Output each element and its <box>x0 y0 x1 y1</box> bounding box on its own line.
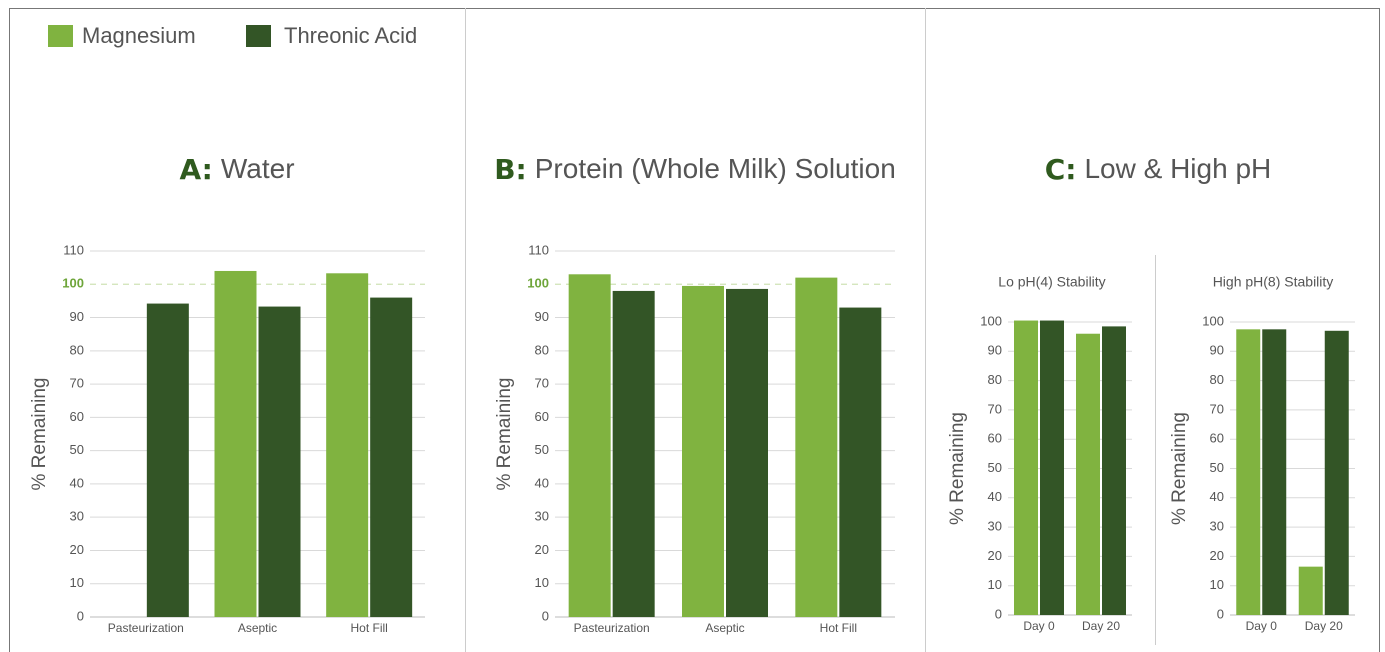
bar <box>1324 330 1349 615</box>
y-tick-label: 60 <box>70 409 84 424</box>
y-tick-label: 100 <box>980 313 1002 328</box>
bar <box>258 306 301 617</box>
x-tick-label: Day 0 <box>1246 619 1278 633</box>
y-tick-label: 70 <box>70 376 84 391</box>
y-tick-label: 40 <box>70 475 84 490</box>
bar <box>214 270 257 617</box>
title-name: Water <box>221 153 295 184</box>
x-tick-label: Pasteurization <box>574 621 650 635</box>
title-letter: B: <box>494 153 527 186</box>
bar <box>370 297 413 617</box>
bar <box>1102 326 1126 615</box>
bar <box>1014 320 1038 615</box>
y-tick-label: 80 <box>535 342 549 357</box>
y-tick-label: 50 <box>70 442 84 457</box>
bar <box>146 303 189 617</box>
x-tick-label: Aseptic <box>705 621 744 635</box>
x-tick-label: Aseptic <box>238 621 277 635</box>
y-tick-label: 0 <box>1217 606 1224 621</box>
bar <box>1236 329 1261 615</box>
title-letter: A: <box>179 153 212 186</box>
y-tick-label: 80 <box>988 372 1002 387</box>
y-tick-label: 0 <box>77 608 84 623</box>
x-tick-label: Day 0 <box>1023 619 1055 633</box>
y-tick-label: 80 <box>70 342 84 357</box>
y-tick-label: 40 <box>1210 489 1224 504</box>
y-tick-label: 80 <box>1210 372 1224 387</box>
y-tick-label: 90 <box>535 309 549 324</box>
title-name: Protein (Whole Milk) Solution <box>535 153 896 184</box>
y-tick-label: 60 <box>988 431 1002 446</box>
y-tick-label: 90 <box>70 309 84 324</box>
y-tick-label: 40 <box>535 475 549 490</box>
y-tick-label: 50 <box>988 460 1002 475</box>
y-tick-label: 30 <box>1210 519 1224 534</box>
y-tick-label: 110 <box>63 242 84 257</box>
panel-title: C: Low & High pH <box>1045 153 1272 186</box>
bar <box>726 288 768 617</box>
legend-swatch <box>246 25 271 47</box>
y-tick-label: 20 <box>535 542 549 557</box>
y-tick-label: 20 <box>988 548 1002 563</box>
bar <box>1076 333 1100 615</box>
bar <box>568 274 611 617</box>
y-tick-label: 90 <box>1210 343 1224 358</box>
y-tick-label: 70 <box>1210 401 1224 416</box>
y-tick-label: 60 <box>535 409 549 424</box>
frame <box>9 8 1380 652</box>
bar <box>682 285 724 617</box>
y-axis-title: % Remaining <box>29 378 50 491</box>
y-tick-label: 100 <box>62 276 84 291</box>
chart-title: A: Water <box>179 153 294 186</box>
bar <box>1262 329 1287 615</box>
y-axis-title: % Remaining <box>494 378 515 491</box>
chart-title: Lo pH(4) Stability <box>998 274 1105 290</box>
y-tick-label: 100 <box>1202 313 1224 328</box>
y-tick-label: 0 <box>542 608 549 623</box>
x-tick-label: Day 20 <box>1305 619 1343 633</box>
y-tick-label: 10 <box>70 575 84 590</box>
y-tick-label: 70 <box>988 401 1002 416</box>
y-axis-title: % Remaining <box>1169 412 1190 525</box>
bar <box>326 273 369 617</box>
y-tick-label: 100 <box>527 276 549 291</box>
y-tick-label: 0 <box>995 606 1002 621</box>
y-tick-label: 20 <box>70 542 84 557</box>
y-tick-label: 30 <box>988 519 1002 534</box>
panel-name: Low & High pH <box>1084 153 1271 184</box>
x-tick-label: Pasteurization <box>108 621 184 635</box>
y-tick-label: 10 <box>1210 577 1224 592</box>
chart-title: B: Protein (Whole Milk) Solution <box>494 153 896 186</box>
y-tick-label: 90 <box>988 343 1002 358</box>
bar <box>612 290 655 617</box>
y-tick-label: 110 <box>528 242 549 257</box>
bar <box>795 277 838 617</box>
bar <box>1298 566 1323 615</box>
y-tick-label: 60 <box>1210 431 1224 446</box>
x-tick-label: Hot Fill <box>350 621 387 635</box>
y-tick-label: 50 <box>535 442 549 457</box>
y-tick-label: 20 <box>1210 548 1224 563</box>
panel-letter: C: <box>1045 153 1077 186</box>
y-tick-label: 10 <box>535 575 549 590</box>
y-tick-label: 30 <box>70 509 84 524</box>
y-tick-label: 10 <box>988 577 1002 592</box>
y-tick-label: 50 <box>1210 460 1224 475</box>
y-tick-label: 40 <box>988 489 1002 504</box>
legend-label: Magnesium <box>82 23 196 48</box>
y-axis-title: % Remaining <box>947 412 968 525</box>
y-tick-label: 70 <box>535 376 549 391</box>
chart-title: High pH(8) Stability <box>1213 274 1334 290</box>
legend-swatch <box>48 25 73 47</box>
y-tick-label: 30 <box>535 509 549 524</box>
x-tick-label: Hot Fill <box>820 621 857 635</box>
bar <box>839 307 882 617</box>
x-tick-label: Day 20 <box>1082 619 1120 633</box>
bar <box>1040 320 1064 615</box>
legend-label: Threonic Acid <box>284 23 417 48</box>
